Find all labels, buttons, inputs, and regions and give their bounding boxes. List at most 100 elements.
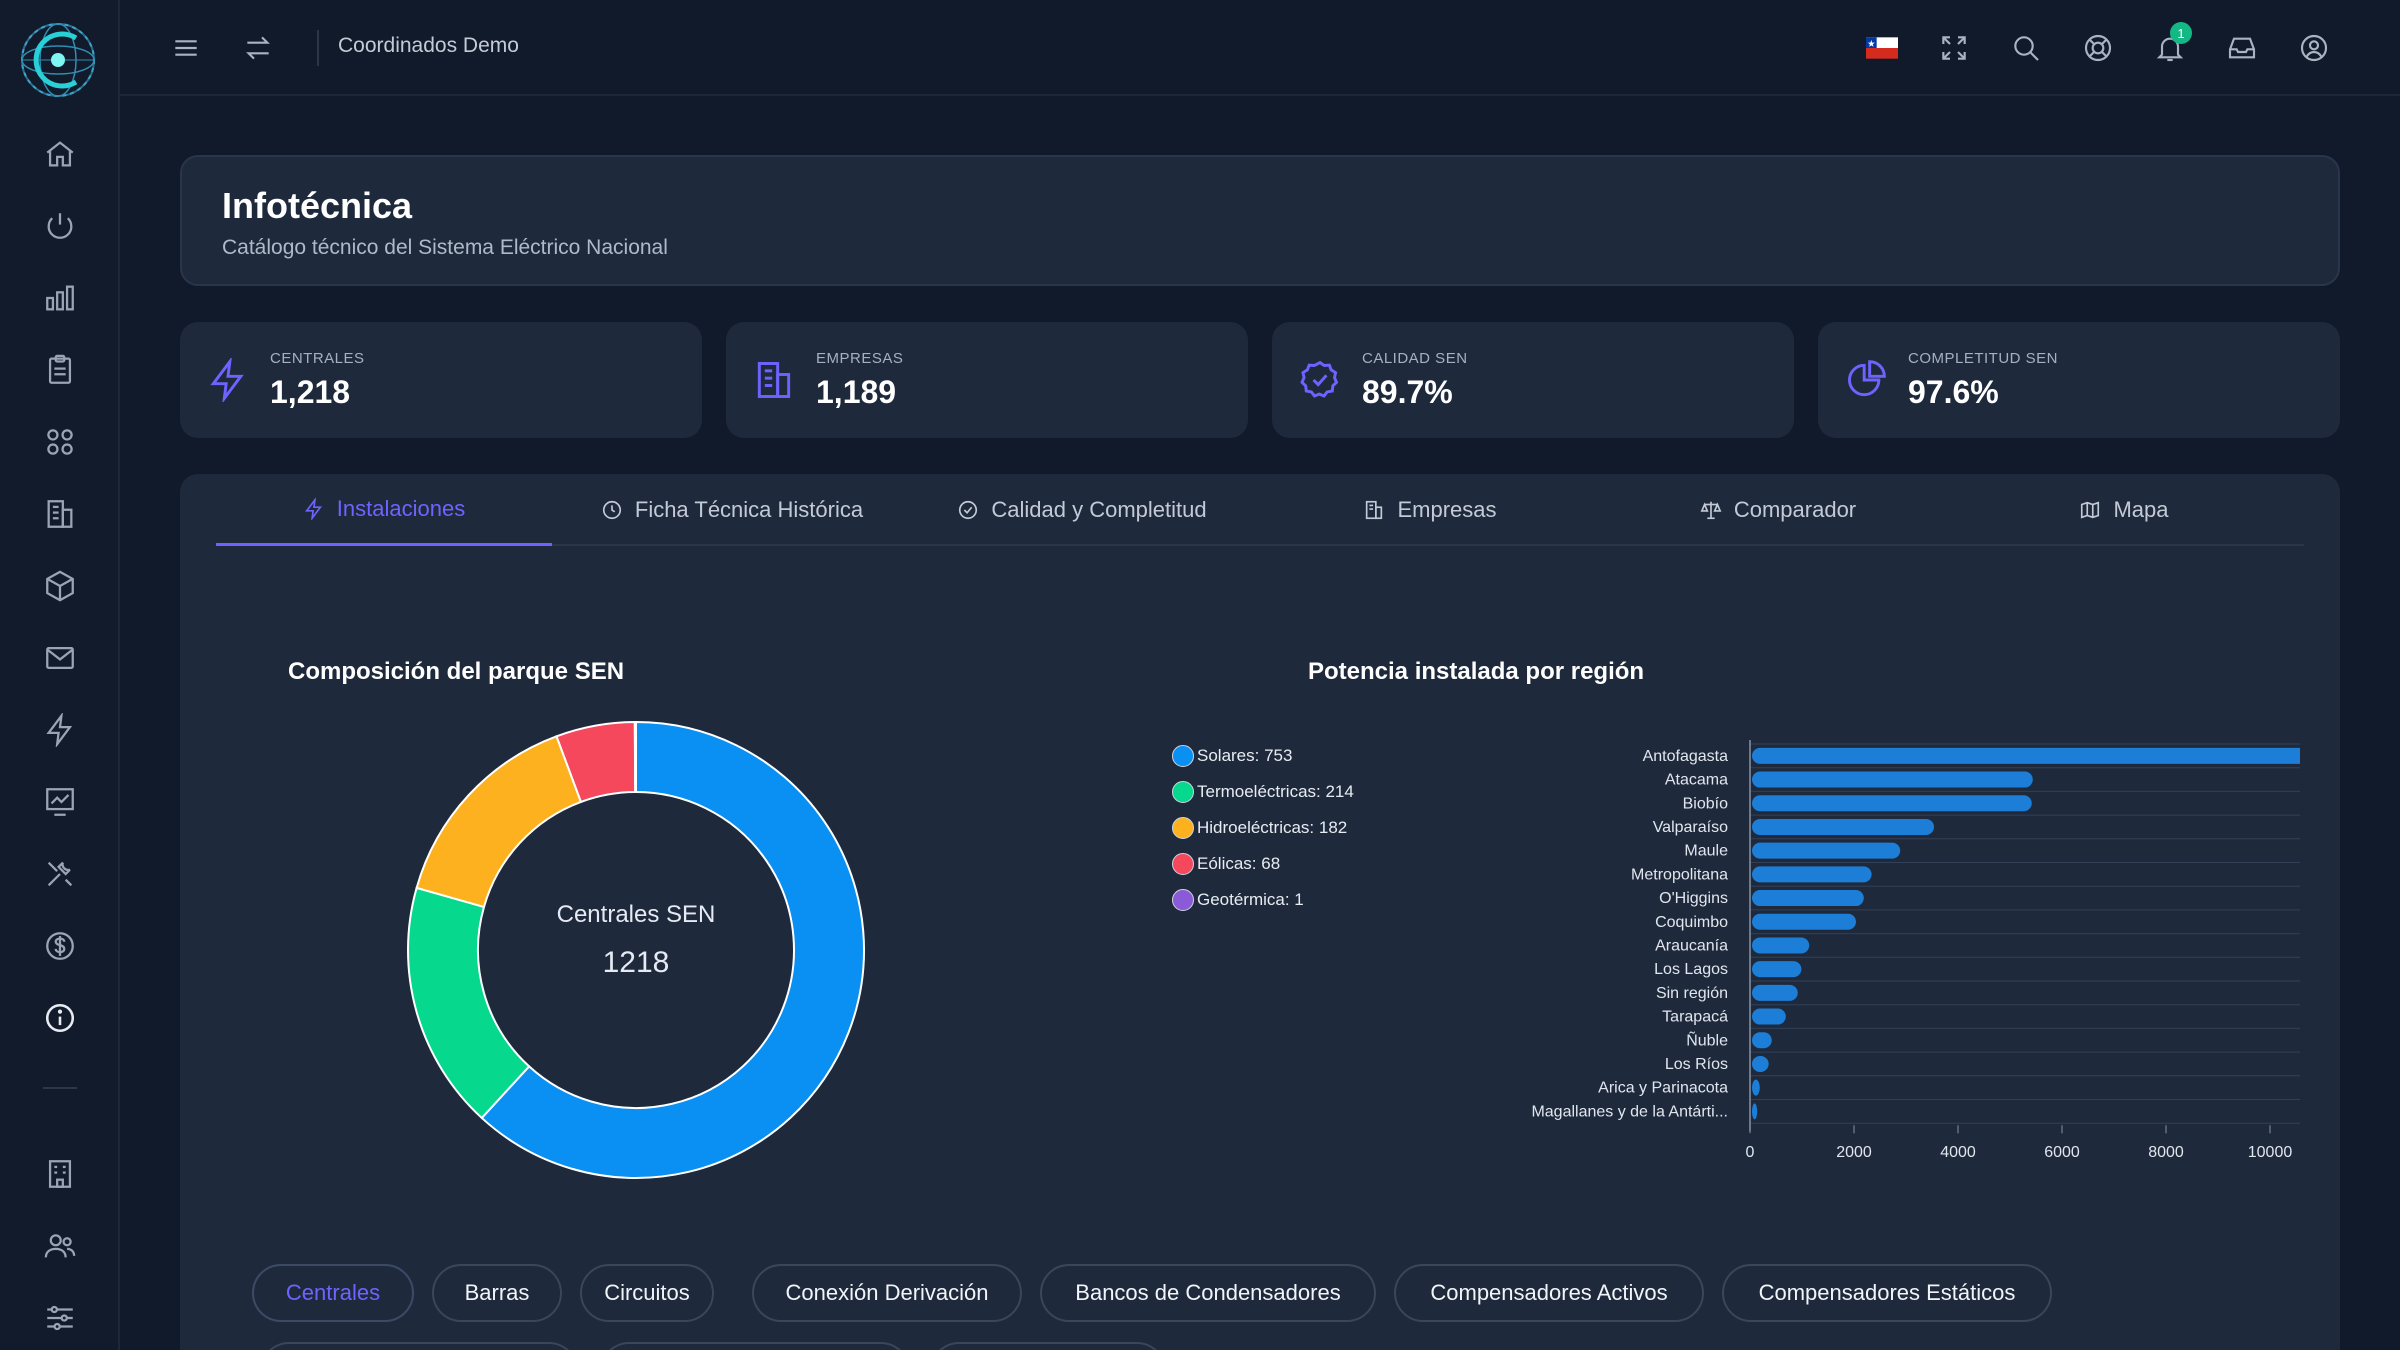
bar-1[interactable] xyxy=(1752,771,2033,788)
legend-item-solares[interactable]: Solares: 753 xyxy=(1172,744,1292,768)
switch-context-button[interactable] xyxy=(234,24,282,72)
sidebar-divider xyxy=(43,1087,77,1089)
fullscreen-icon xyxy=(1942,36,1966,60)
bar-category-label: Ñuble xyxy=(1686,1029,1728,1049)
bar-2[interactable] xyxy=(1752,795,2032,812)
stat-label: CALIDAD SEN xyxy=(1362,350,1468,367)
stat-label: COMPLETITUD SEN xyxy=(1908,350,2059,367)
sidebar-item-clipboard[interactable] xyxy=(36,346,84,394)
tab-label: Ficha Técnica Histórica xyxy=(634,497,864,522)
legend-swatch xyxy=(1172,817,1194,839)
sidebar-item-finance[interactable] xyxy=(36,922,84,970)
bar-category-label: Araucanía xyxy=(1655,937,1728,954)
bar-15[interactable] xyxy=(1752,1103,1758,1120)
bar-category-label: Atacama xyxy=(1665,772,1728,789)
bar-14[interactable] xyxy=(1752,1079,1760,1096)
sidebar-item-buildings[interactable] xyxy=(36,490,84,538)
donut-slice-hidroeléctricas[interactable] xyxy=(415,735,583,909)
notifications-button[interactable]: 1 xyxy=(2146,22,2194,72)
dollar-icon xyxy=(46,932,74,960)
bar-3[interactable] xyxy=(1752,818,1934,835)
sidebar-item-info[interactable] xyxy=(36,994,84,1042)
sidebar-item-energy[interactable] xyxy=(36,706,84,754)
bar-13[interactable] xyxy=(1752,1055,1769,1072)
help-button[interactable] xyxy=(2074,24,2122,72)
tab-comparador[interactable]: Comparador xyxy=(1610,474,1946,546)
sidebar-item-mail[interactable] xyxy=(36,634,84,682)
sidebar-item-assets[interactable] xyxy=(36,562,84,610)
tab-calidad-completitud[interactable]: Calidad y Completitud xyxy=(914,474,1250,546)
fullscreen-button[interactable] xyxy=(1930,24,1978,72)
tab-empresas[interactable]: Empresas xyxy=(1262,474,1598,546)
bar-category-label: Tarapacá xyxy=(1662,1009,1728,1026)
bar-7[interactable] xyxy=(1752,913,1856,930)
donut-slice-termoeléctricas[interactable] xyxy=(407,886,531,1120)
search-icon xyxy=(2014,36,2039,61)
info-icon xyxy=(45,1003,75,1033)
sidebar-item-analytics[interactable] xyxy=(36,778,84,826)
app-logo[interactable] xyxy=(18,18,98,102)
stat-label: CENTRALES xyxy=(270,350,365,367)
tab-label: Instalaciones xyxy=(336,495,466,521)
legend-label: Geotérmica: 1 xyxy=(1197,890,1304,909)
sidebar-item-home[interactable] xyxy=(36,130,84,178)
bar-4[interactable] xyxy=(1752,842,1901,859)
sidebar-item-power[interactable] xyxy=(36,202,84,250)
sidebar-item-users[interactable] xyxy=(36,1222,84,1270)
bar-6[interactable] xyxy=(1752,890,1864,907)
bar-category-label: Metropolitana xyxy=(1631,866,1728,883)
user-circle-icon xyxy=(2300,34,2328,62)
legend-label: Eólicas: 68 xyxy=(1197,854,1281,873)
bar-category-label: O'Higgins xyxy=(1659,890,1728,907)
bar-12[interactable] xyxy=(1752,1032,1772,1049)
donut-slice-solares[interactable] xyxy=(480,720,865,1179)
pill-row-2-item[interactable] xyxy=(600,1342,910,1350)
topbar-divider xyxy=(317,30,319,66)
tab-instalaciones[interactable]: Instalaciones xyxy=(216,474,552,546)
pill-circuitos[interactable]: Circuitos xyxy=(580,1264,714,1322)
menu-toggle-button[interactable] xyxy=(162,24,210,72)
user-profile-button[interactable] xyxy=(2290,24,2338,72)
donut-center-value: 1218 xyxy=(603,946,670,979)
pill-compensadores-estaticos[interactable]: Compensadores Estáticos xyxy=(1722,1264,2052,1322)
legend-item-geotermica[interactable]: Geotérmica: 1 xyxy=(1172,888,1304,912)
bar-category-label: Sin región xyxy=(1656,985,1728,1002)
tab-mapa[interactable]: Mapa xyxy=(1956,474,2292,546)
tab-ficha-tecnica-historica[interactable]: Ficha Técnica Histórica xyxy=(564,474,900,546)
bar-chart-title: Potencia instalada por región xyxy=(1308,658,1645,685)
search-button[interactable] xyxy=(2002,24,2050,72)
sidebar-item-reports[interactable] xyxy=(36,274,84,322)
inbox-button[interactable] xyxy=(2218,24,2266,72)
sidebar-item-apps[interactable] xyxy=(36,418,84,466)
legend-item-eolicas[interactable]: Eólicas: 68 xyxy=(1172,852,1280,876)
bar-11[interactable] xyxy=(1752,1008,1786,1025)
pill-barras[interactable]: Barras xyxy=(432,1264,562,1322)
hamburger-icon xyxy=(175,40,197,56)
donut-slice-geotérmica[interactable] xyxy=(633,720,637,794)
pill-row-2-item[interactable] xyxy=(930,1342,1166,1350)
building-icon xyxy=(47,500,73,528)
language-flag-button[interactable] xyxy=(1858,24,1906,72)
bar-0[interactable] xyxy=(1752,747,2300,764)
pill-conexion-derivacion[interactable]: Conexión Derivación xyxy=(752,1264,1022,1322)
sidebar-item-settings[interactable] xyxy=(36,1294,84,1342)
bar-8[interactable] xyxy=(1752,937,1810,954)
bar-10[interactable] xyxy=(1752,984,1798,1001)
legend-label: Hidroeléctricas: 182 xyxy=(1197,818,1348,837)
legend-item-hidroelectricas[interactable]: Hidroeléctricas: 182 xyxy=(1172,816,1347,840)
pill-compensadores-activos[interactable]: Compensadores Activos xyxy=(1394,1264,1704,1322)
bar-5[interactable] xyxy=(1752,866,1872,883)
pill-bancos-condensadores[interactable]: Bancos de Condensadores xyxy=(1040,1264,1376,1322)
legend-swatch xyxy=(1172,745,1194,767)
sidebar-item-tools[interactable] xyxy=(36,850,84,898)
notification-badge: 1 xyxy=(2170,22,2192,44)
sliders-icon xyxy=(47,1305,73,1331)
pill-centrales[interactable]: Centrales xyxy=(252,1264,414,1322)
main-panel: Instalaciones Ficha Técnica Histórica Ca… xyxy=(180,474,2340,1350)
swap-arrows-icon xyxy=(246,36,270,60)
bar-9[interactable] xyxy=(1752,961,1802,978)
page-header-card: Infotécnica Catálogo técnico del Sistema… xyxy=(180,155,2340,286)
legend-item-termoelectricas[interactable]: Termoeléctricas: 214 xyxy=(1172,780,1354,804)
pill-row-2-item[interactable] xyxy=(260,1342,578,1350)
sidebar-item-organization[interactable] xyxy=(36,1150,84,1198)
